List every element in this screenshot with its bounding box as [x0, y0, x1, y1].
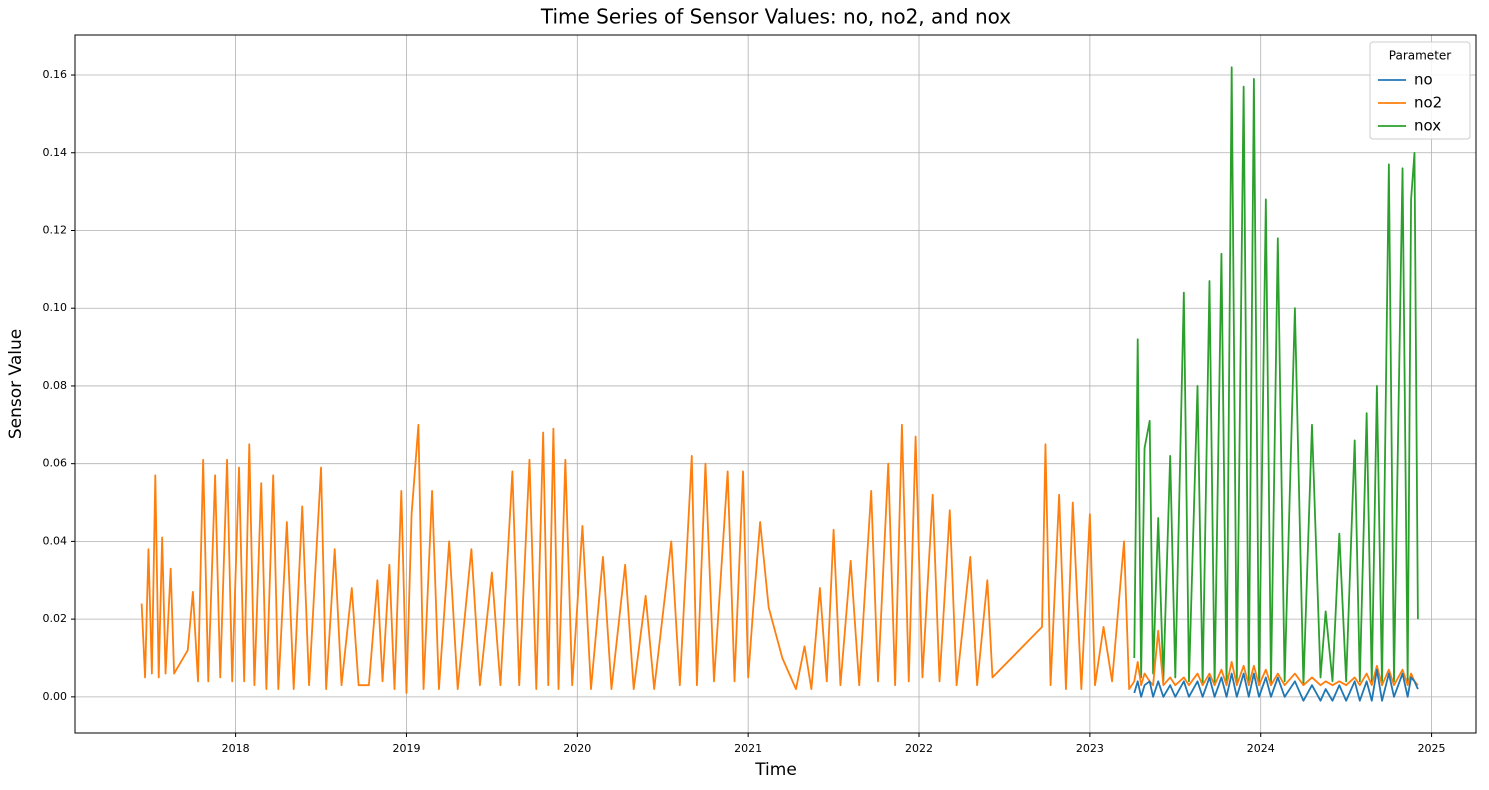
y-tick-label: 0.00 — [43, 690, 68, 703]
y-tick-label: 0.10 — [43, 301, 68, 314]
x-tick-label: 2021 — [734, 742, 762, 755]
x-axis-label: Time — [754, 760, 797, 780]
legend-box — [1369, 41, 1471, 140]
series-line — [140, 423, 1419, 694]
x-tick-label: 2019 — [392, 742, 420, 755]
legend-label: no — [1414, 71, 1433, 89]
axes-frame — [74, 34, 1477, 734]
x-tick-label: 2025 — [1418, 742, 1446, 755]
x-tick-label: 2018 — [222, 742, 250, 755]
x-tick-label: 2024 — [1247, 742, 1275, 755]
y-tick-label: 0.04 — [43, 534, 68, 547]
legend-label: no2 — [1414, 94, 1442, 112]
y-tick-label: 0.02 — [43, 612, 68, 625]
y-axis-label: Sensor Value — [6, 329, 26, 439]
chart-title: Time Series of Sensor Values: no, no2, a… — [540, 5, 1011, 29]
series-line — [1133, 66, 1419, 687]
y-tick-label: 0.12 — [43, 223, 68, 236]
y-tick-label: 0.06 — [43, 457, 68, 470]
y-tick-label: 0.08 — [43, 379, 68, 392]
x-tick-label: 2022 — [905, 742, 933, 755]
y-tick-label: 0.14 — [43, 146, 68, 159]
y-tick-label: 0.16 — [43, 68, 68, 81]
legend-label: nox — [1414, 117, 1441, 135]
legend-title: Parameter — [1389, 49, 1451, 63]
x-tick-label: 2023 — [1076, 742, 1104, 755]
plot-area — [140, 66, 1419, 702]
series-line — [1133, 668, 1419, 702]
x-tick-label: 2020 — [563, 742, 591, 755]
legend: Parameter no no2 nox — [1369, 41, 1471, 140]
